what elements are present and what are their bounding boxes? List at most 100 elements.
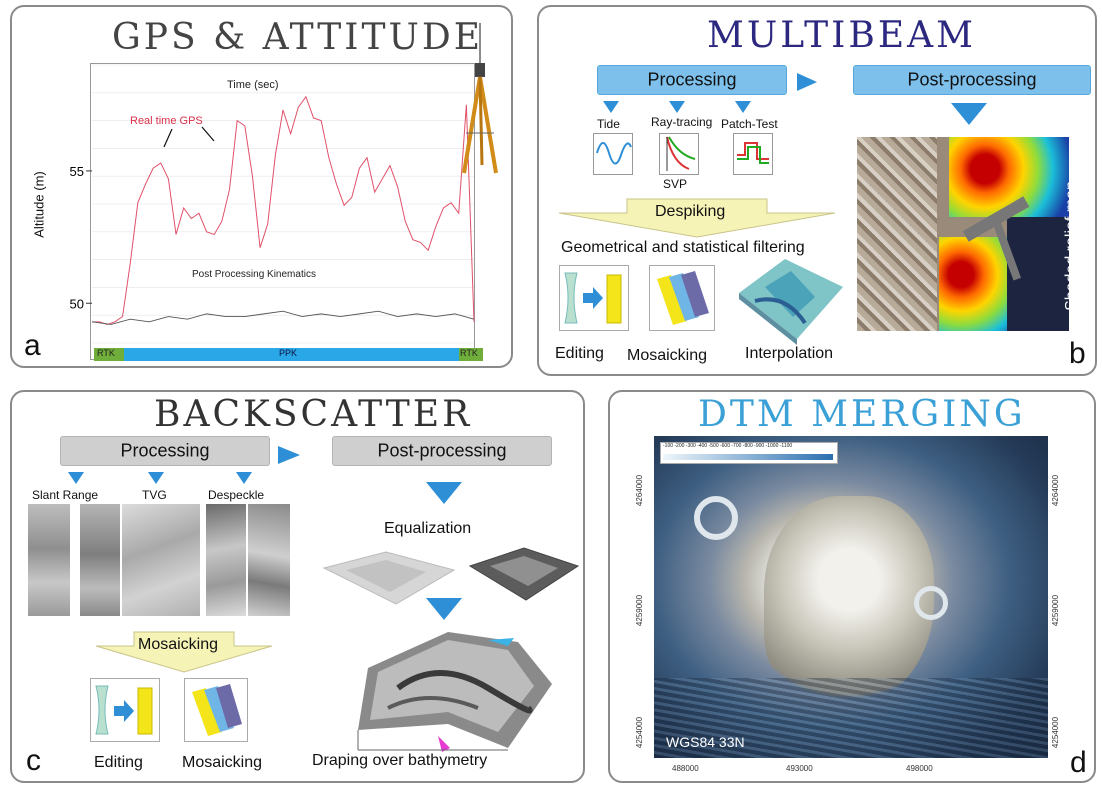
post-processing-tab: Post-processing: [853, 65, 1091, 95]
draped-bathymetry-image: [357, 632, 552, 752]
filtering-label: Geometrical and statistical filtering: [561, 239, 805, 256]
panel-d-title: DTM MERGING: [698, 394, 1026, 435]
despiking-banner: [558, 198, 836, 238]
despeckle-label: Despeckle: [208, 488, 265, 502]
altitude-chart: 55 50 188,000 190,000 212,000 214,000 216,000 2…: [70, 64, 475, 368]
panel-d-letter: d: [1070, 746, 1087, 779]
y-tick-right: 4264000: [1051, 474, 1061, 507]
arrow-down-icon: [236, 472, 252, 484]
y-tick-left: 4254000: [635, 716, 645, 749]
panel-b-title: MULTIBEAM: [707, 15, 976, 56]
post-processing-tab: Post-processing: [332, 436, 552, 466]
ray-tracing-icon: [659, 133, 699, 175]
gps-tripod-image: [462, 23, 498, 174]
sonar-image-slant-corrected: [80, 504, 120, 616]
x-tick-label: 218,000: [405, 367, 423, 368]
panel-a-letter: a: [24, 329, 41, 362]
panel-c-title: BACKSCATTER: [154, 394, 473, 435]
equalization-label: Equalization: [384, 520, 472, 537]
ppk-segment: PPK: [124, 348, 459, 361]
y-tick-right: 4254000: [1051, 716, 1061, 749]
rtk-left-segment: RTK: [94, 348, 124, 361]
interpolation-surface-image: [739, 259, 843, 345]
panel-multibeam: MULTIBEAM b Processing Post-processing T…: [537, 5, 1097, 376]
sonar-image-tvg: [122, 504, 200, 616]
post-processing-label: Post-processing: [377, 440, 507, 461]
arrow-down-icon: [68, 472, 84, 484]
tide-wave-icon: [593, 133, 633, 175]
rtk-left-label: RTK: [97, 348, 115, 358]
arrow-down-big-icon: [426, 598, 462, 620]
depth-colorbar: -100 -200 -300 -400 -500 -600 -700 -800 …: [660, 442, 838, 464]
draping-label: Draping over bathymetry: [312, 752, 488, 769]
chart-title: Time (sec): [227, 79, 279, 91]
y-tick-label: 55: [70, 164, 84, 179]
mosaicking-icon: [649, 265, 715, 331]
processing-label: Processing: [647, 69, 737, 90]
x-tick: 493000: [786, 764, 813, 773]
editing-icon: [90, 678, 160, 742]
panel-b-letter: b: [1069, 337, 1086, 370]
annotation-arrow: [201, 126, 215, 142]
crs-label: WGS84 33N: [666, 734, 745, 750]
arrow-down-icon: [148, 472, 164, 484]
x-tick-label: 216,000: [350, 367, 368, 368]
panel-gps-attitude: GPS & ATTITUDE a Altitude (m) Time (sec)…: [10, 5, 513, 368]
editing-label: Editing: [555, 345, 604, 362]
y-tick-label: 50: [70, 296, 84, 311]
processing-tab: Processing: [597, 65, 787, 95]
y-tick-right: 4259000: [1051, 594, 1061, 627]
shaded-relief-label: Shaded relief map: [1062, 181, 1080, 311]
ppk-bar-label: PPK: [279, 348, 298, 358]
x-tick-label: 188,000: [130, 367, 148, 368]
tvg-label: TVG: [142, 488, 167, 502]
mosaicking-banner: [95, 631, 273, 673]
sonar-image-raw: [28, 504, 70, 616]
colorbar-ticks: -100 -200 -300 -400 -500 -600 -700 -800 …: [663, 443, 793, 449]
arrow-down-icon: [669, 101, 685, 113]
series-line-real-time-gps: [92, 95, 475, 325]
x-tick: 488000: [672, 764, 699, 773]
editing-icon: [559, 265, 629, 331]
patch-test-label: Patch-Test: [721, 117, 778, 131]
arrow-right-icon: [278, 446, 300, 464]
x-tick-label: 190,000: [185, 367, 203, 368]
equalized-mosaic-before: [322, 551, 456, 605]
interpolation-label: Interpolation: [745, 345, 834, 362]
arrow-right-icon: [797, 73, 817, 91]
annotation-arrow: [163, 128, 173, 148]
y-tick-left: 4264000: [635, 474, 645, 507]
panel-a-title: GPS & ATTITUDE: [112, 17, 484, 58]
ray-tracing-label: Ray-tracing: [651, 115, 713, 129]
x-tick-label: 214,000: [295, 367, 313, 368]
processing-label: Processing: [120, 440, 210, 461]
arrow-down-big-icon: [951, 103, 987, 125]
x-tick: 498000: [906, 764, 933, 773]
mosaicking-label: Mosaicking: [182, 754, 263, 771]
panel-dtm-merging: DTM MERGING d -100 -200 -300 -400 -500 -…: [608, 390, 1096, 783]
sonar-image-despeckle-b: [248, 504, 290, 616]
shaded-relief-map-image: [857, 137, 1069, 331]
post-processing-label: Post-processing: [907, 69, 1037, 90]
editing-label: Editing: [94, 754, 143, 771]
panel-backscatter: BACKSCATTER c Processing Post-processing…: [10, 390, 585, 783]
rtk-right-segment: RTK: [459, 348, 483, 361]
equalized-mosaic-after: [468, 547, 580, 601]
dtm-map-image: [654, 436, 1048, 758]
arrow-down-icon: [735, 101, 751, 113]
x-tick-label: 212,000: [240, 367, 258, 368]
mosaicking-label: Mosaicking: [627, 347, 708, 364]
sonar-image-despeckle-a: [206, 504, 246, 616]
arrow-down-big-icon: [426, 482, 462, 504]
processing-tab: Processing: [60, 436, 270, 466]
series-line-ppk: [91, 310, 475, 325]
mosaicking-icon: [184, 678, 248, 742]
despiking-label: Despiking: [655, 203, 726, 220]
tide-label: Tide: [597, 117, 620, 131]
real-time-gps-label: Real time GPS: [130, 115, 203, 127]
arrow-down-icon: [603, 101, 619, 113]
slant-range-label: Slant Range: [32, 488, 99, 502]
mosaicking-banner-label: Mosaicking: [138, 636, 219, 653]
ppk-label: Post Processing Kinematics: [192, 269, 316, 280]
svp-label: SVP: [663, 177, 688, 191]
